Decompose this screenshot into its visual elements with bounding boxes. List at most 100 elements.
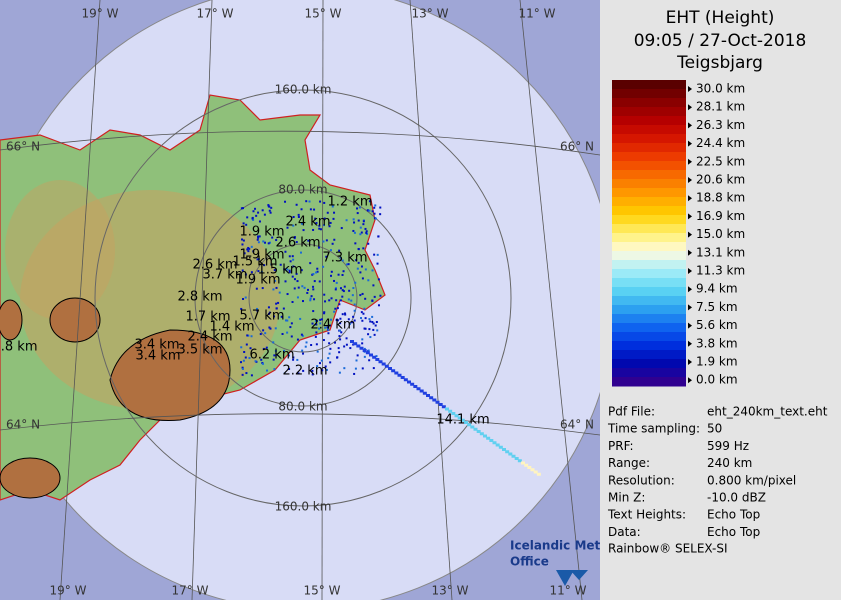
echo-pixel bbox=[360, 265, 363, 268]
longitude-label: 15° W bbox=[304, 584, 341, 598]
echo-pixel bbox=[324, 365, 327, 368]
scale-band bbox=[612, 314, 686, 324]
echo-pixel bbox=[372, 355, 377, 359]
echo-pixel bbox=[356, 267, 359, 270]
echo-pixel bbox=[368, 318, 371, 321]
echo-pixel bbox=[445, 407, 449, 411]
echo-pixel bbox=[260, 270, 263, 273]
info-key: Data: bbox=[608, 525, 641, 539]
echo-pixel bbox=[288, 271, 291, 274]
echo-pixel bbox=[348, 322, 351, 325]
echo-pixel bbox=[309, 299, 312, 302]
echo-pixel bbox=[251, 216, 254, 219]
echo-pixel bbox=[426, 394, 430, 397]
echo-pixel bbox=[422, 391, 427, 395]
echo-pixel bbox=[345, 219, 348, 222]
echo-pixel bbox=[368, 328, 371, 331]
echo-pixel bbox=[460, 418, 465, 422]
echo-pixel bbox=[242, 222, 245, 225]
echo-pixel bbox=[342, 290, 345, 293]
echo-pixel bbox=[320, 359, 323, 362]
scale-band bbox=[612, 242, 686, 252]
echo-pixel bbox=[347, 263, 350, 266]
echo-pixel bbox=[328, 352, 331, 355]
echo-pixel bbox=[373, 253, 376, 256]
echo-pixel bbox=[292, 215, 295, 218]
echo-pixel bbox=[363, 355, 366, 358]
scale-label: 15.0 km bbox=[696, 227, 745, 241]
echo-pixel bbox=[345, 343, 348, 346]
scale-label: 9.4 km bbox=[696, 282, 738, 296]
echo-pixel bbox=[247, 334, 250, 337]
echo-pixel bbox=[364, 268, 367, 271]
echo-pixel bbox=[335, 281, 338, 284]
echo-pixel bbox=[347, 318, 350, 321]
echo-pixel bbox=[388, 367, 392, 370]
height-label: 2.6 km bbox=[193, 258, 238, 273]
echo-pixel bbox=[297, 286, 300, 289]
echo-pixel bbox=[290, 335, 293, 338]
echo-pixel bbox=[240, 361, 243, 364]
echo-pixel bbox=[397, 373, 402, 377]
scale-label: 11.3 km bbox=[696, 264, 745, 278]
echo-pixel bbox=[361, 367, 364, 370]
echo-pixel bbox=[262, 329, 265, 332]
echo-pixel bbox=[323, 293, 326, 296]
info-key: Range: bbox=[608, 456, 650, 470]
longitude-label: 17° W bbox=[197, 7, 234, 21]
scale-band bbox=[612, 368, 686, 378]
echo-pixel bbox=[310, 295, 313, 298]
echo-pixel bbox=[511, 454, 516, 458]
meridian bbox=[59, 0, 101, 601]
panel-station: Teigsbjarg bbox=[676, 53, 763, 73]
height-label: 6.2 km bbox=[250, 348, 295, 363]
echo-pixel bbox=[315, 331, 318, 334]
echo-pixel bbox=[252, 210, 255, 213]
echo-pixel bbox=[377, 304, 380, 307]
echo-pixel bbox=[318, 227, 321, 230]
echo-pixel bbox=[320, 318, 323, 321]
echo-pixel bbox=[312, 273, 315, 276]
echo-pixel bbox=[250, 374, 253, 377]
height-label: 1.5 km bbox=[233, 255, 278, 270]
echo-pixel bbox=[341, 259, 344, 262]
echo-pixel bbox=[263, 264, 266, 267]
echo-pixel bbox=[258, 235, 261, 238]
height-label: 2.8 km bbox=[178, 290, 223, 305]
range-label: 160.0 km bbox=[275, 83, 332, 97]
echo-pixel bbox=[273, 354, 276, 357]
info-value: 240 km bbox=[707, 456, 752, 470]
echo-pixel bbox=[328, 324, 331, 327]
echo-pixel bbox=[270, 206, 273, 209]
echo-pixel bbox=[318, 224, 321, 227]
echo-pixel bbox=[250, 335, 253, 338]
echo-pixel bbox=[292, 358, 295, 361]
echo-pixel bbox=[273, 368, 276, 371]
echo-pixel bbox=[360, 317, 363, 320]
scale-tick bbox=[688, 249, 692, 256]
meridian bbox=[191, 0, 213, 601]
echo-pixel bbox=[258, 220, 261, 223]
echo-pixel bbox=[327, 357, 330, 360]
echo-pixel bbox=[241, 373, 244, 376]
echo-pixel bbox=[340, 227, 343, 230]
echo-pixel bbox=[438, 403, 443, 406]
echo-pixel bbox=[363, 307, 366, 310]
echo-pixel bbox=[240, 207, 243, 210]
height-label: 2.4 km bbox=[188, 330, 233, 345]
echo-pixel bbox=[391, 369, 396, 373]
echo-pixel bbox=[282, 307, 285, 310]
info-value: 0.800 km/pixel bbox=[707, 473, 796, 487]
echo-pixel bbox=[333, 279, 336, 282]
echo-pixel bbox=[322, 240, 325, 243]
longitude-label: 15° W bbox=[305, 7, 342, 21]
echo-pixel bbox=[322, 339, 325, 342]
echo-pixel bbox=[300, 269, 303, 272]
scale-label: 3.8 km bbox=[696, 336, 738, 350]
echo-pixel bbox=[306, 291, 309, 294]
echo-pixel bbox=[479, 432, 484, 436]
height-label: 1.9 km bbox=[240, 225, 285, 240]
echo-pixel bbox=[306, 288, 309, 291]
echo-pixel bbox=[363, 347, 366, 350]
echo-pixel bbox=[323, 201, 326, 204]
